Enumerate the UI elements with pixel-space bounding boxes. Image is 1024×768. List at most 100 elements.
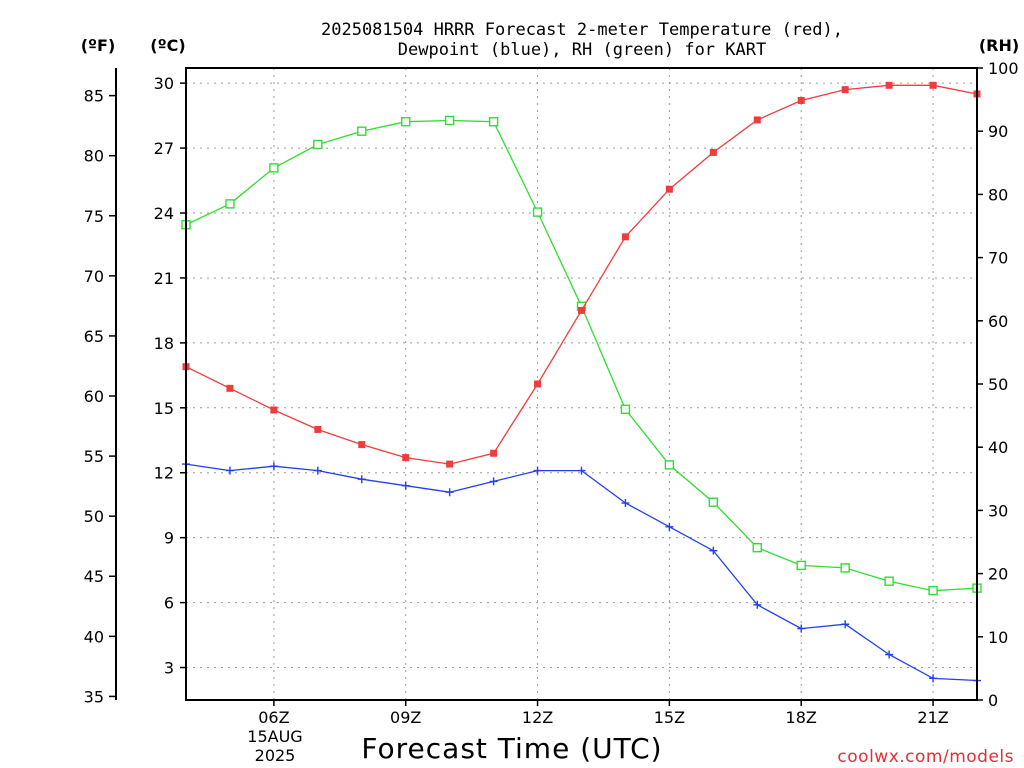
temperature-point bbox=[753, 116, 761, 124]
celsius-tick-label: 9 bbox=[164, 529, 174, 548]
fahrenheit-tick-label: 75 bbox=[84, 207, 104, 226]
dewpoint-point bbox=[489, 477, 498, 486]
rh-tick-label: 60 bbox=[988, 312, 1008, 331]
rh-point bbox=[488, 117, 499, 127]
fahrenheit-tick-label: 80 bbox=[84, 147, 104, 166]
dewpoint-point bbox=[269, 462, 278, 471]
fahrenheit-tick-label: 85 bbox=[84, 87, 104, 106]
time-tick-label: 21Z bbox=[917, 708, 948, 727]
rh-point bbox=[708, 497, 719, 507]
time-tick-label: 12Z bbox=[522, 708, 553, 727]
rh-point bbox=[401, 117, 411, 127]
temperature-point bbox=[665, 185, 673, 193]
rh-unit-label: (RH) bbox=[979, 36, 1019, 55]
celsius-tick-label: 3 bbox=[164, 659, 174, 678]
temperature-point bbox=[226, 384, 234, 392]
dewpoint-point bbox=[401, 481, 410, 490]
celsius-unit-label: (ºC) bbox=[150, 36, 185, 55]
date-label-day: 15AUG bbox=[247, 727, 302, 746]
dewpoint-point bbox=[621, 499, 630, 508]
axis-unit-labels: (ºF) (ºC) (RH) bbox=[81, 36, 1019, 55]
series-layer bbox=[181, 81, 982, 685]
celsius-axis: 3 6 9 12 15 18 21 24 27 30 bbox=[154, 74, 186, 678]
rh-point bbox=[225, 199, 235, 209]
temperature-line bbox=[185, 84, 978, 465]
rh-point bbox=[313, 139, 323, 150]
rh-point bbox=[752, 542, 762, 553]
date-label: 15AUG 2025 bbox=[247, 727, 302, 765]
rh-series bbox=[181, 115, 982, 596]
time-tick-label: 09Z bbox=[390, 708, 421, 727]
rh-point bbox=[357, 126, 367, 136]
fahrenheit-tick-label: 70 bbox=[84, 267, 104, 286]
rh-tick-label: 30 bbox=[988, 501, 1008, 520]
chart-title-line-1: 2025081504 HRRR Forecast 2-meter Tempera… bbox=[321, 20, 843, 40]
rh-point bbox=[928, 585, 938, 596]
fahrenheit-tick-label: 65 bbox=[84, 327, 104, 346]
temperature-point bbox=[446, 460, 454, 468]
dewpoint-point bbox=[313, 466, 322, 475]
rh-tick-label: 40 bbox=[988, 438, 1008, 457]
fahrenheit-tick-label: 60 bbox=[84, 387, 104, 406]
rh-tick-label: 10 bbox=[988, 628, 1008, 647]
rh-point bbox=[620, 404, 631, 414]
rh-line bbox=[185, 119, 978, 592]
rh-tick-label: 0 bbox=[988, 691, 998, 710]
rh-tick-label: 100 bbox=[988, 59, 1019, 78]
chart-title: 2025081504 HRRR Forecast 2-meter Tempera… bbox=[321, 20, 843, 60]
chart-title-line-2: Dewpoint (blue), RH (green) for KART bbox=[398, 40, 766, 60]
time-tick-label: 06Z bbox=[258, 708, 289, 727]
temperature-point bbox=[314, 425, 322, 433]
dewpoint-point bbox=[929, 674, 938, 683]
fahrenheit-tick-label: 40 bbox=[84, 627, 104, 646]
rh-axis: 0 10 20 30 40 50 60 70 80 90 100 bbox=[977, 59, 1019, 710]
temperature-point bbox=[358, 441, 366, 449]
fahrenheit-tick-label: 55 bbox=[84, 447, 104, 466]
rh-point bbox=[796, 560, 806, 571]
celsius-tick-label: 27 bbox=[154, 139, 174, 158]
dewpoint-point bbox=[841, 620, 850, 629]
celsius-tick-label: 18 bbox=[154, 334, 174, 353]
fahrenheit-tick-label: 45 bbox=[84, 567, 104, 586]
temperature-point bbox=[402, 454, 410, 462]
rh-point bbox=[840, 563, 850, 573]
temperature-series bbox=[182, 81, 981, 468]
rh-tick-label: 80 bbox=[988, 185, 1008, 204]
celsius-tick-label: 30 bbox=[154, 74, 174, 93]
temperature-point bbox=[929, 81, 937, 89]
dewpoint-series bbox=[182, 460, 981, 685]
celsius-tick-label: 21 bbox=[154, 269, 174, 288]
celsius-tick-label: 15 bbox=[154, 399, 174, 418]
grid-lines bbox=[186, 68, 977, 700]
dewpoint-point bbox=[533, 466, 542, 475]
dewpoint-point bbox=[445, 488, 454, 497]
rh-point bbox=[884, 576, 894, 586]
dewpoint-point bbox=[665, 522, 674, 531]
celsius-tick-label: 6 bbox=[164, 594, 174, 613]
dewpoint-point bbox=[577, 466, 586, 475]
time-tick-label: 15Z bbox=[654, 708, 685, 727]
rh-point bbox=[532, 207, 543, 217]
time-tick-label: 18Z bbox=[786, 708, 817, 727]
temperature-point bbox=[578, 306, 585, 314]
temperature-point bbox=[534, 380, 542, 388]
dewpoint-point bbox=[885, 650, 894, 659]
dewpoint-point bbox=[797, 624, 806, 633]
dewpoint-point bbox=[709, 546, 718, 555]
x-axis-title: Forecast Time (UTC) bbox=[361, 732, 662, 765]
fahrenheit-unit-label: (ºF) bbox=[81, 36, 116, 55]
rh-point bbox=[269, 163, 279, 173]
dewpoint-point bbox=[225, 466, 234, 475]
rh-tick-label: 20 bbox=[988, 565, 1008, 584]
rh-point bbox=[444, 115, 455, 126]
date-label-year: 2025 bbox=[255, 746, 296, 765]
celsius-tick-label: 24 bbox=[154, 204, 174, 223]
celsius-tick-label: 12 bbox=[154, 464, 174, 483]
temperature-point bbox=[490, 449, 498, 457]
fahrenheit-tick-label: 35 bbox=[84, 687, 104, 706]
fahrenheit-tick-label: 50 bbox=[84, 507, 104, 526]
fahrenheit-axis: 35 40 45 50 55 60 65 70 75 80 85 bbox=[84, 68, 117, 706]
plot-frame bbox=[185, 67, 978, 701]
rh-point bbox=[664, 460, 675, 470]
